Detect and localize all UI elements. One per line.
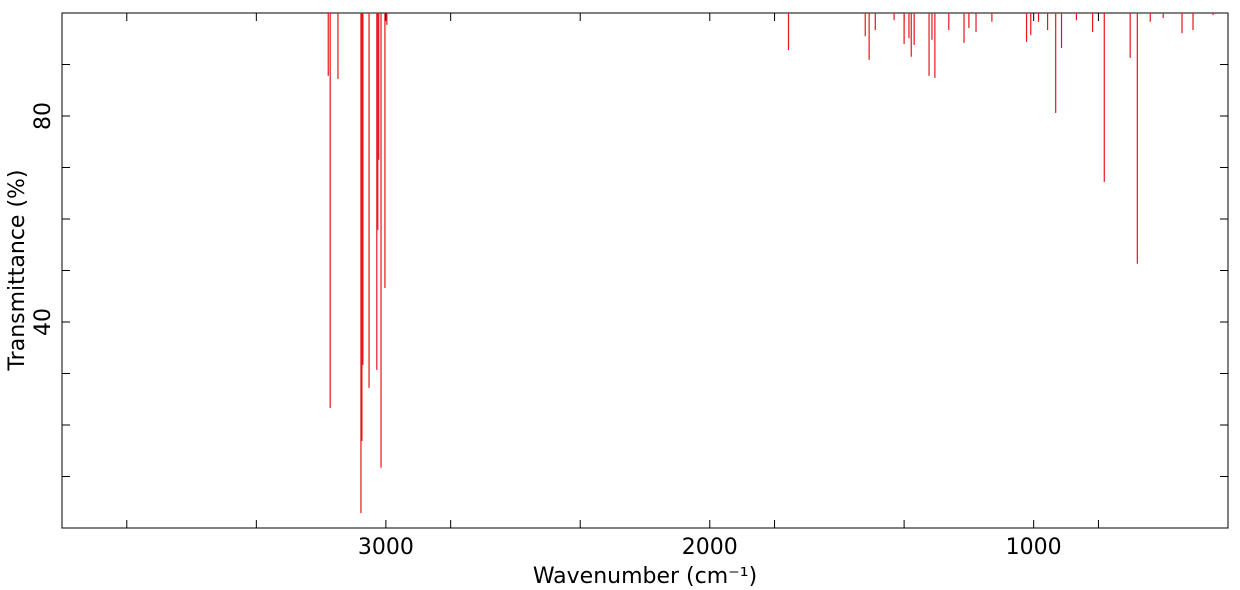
y-axis-label: Transmittance (%) xyxy=(5,169,30,371)
x-tick-label: 1000 xyxy=(1006,535,1062,560)
x-tick-label: 2000 xyxy=(682,535,738,560)
plot-frame xyxy=(61,12,1229,529)
x-tick-label: 3000 xyxy=(358,535,414,560)
y-tick-label: 80 xyxy=(31,102,56,130)
y-tick-label: 40 xyxy=(31,308,56,336)
x-axis-label: Wavenumber (cm⁻¹) xyxy=(533,564,757,589)
